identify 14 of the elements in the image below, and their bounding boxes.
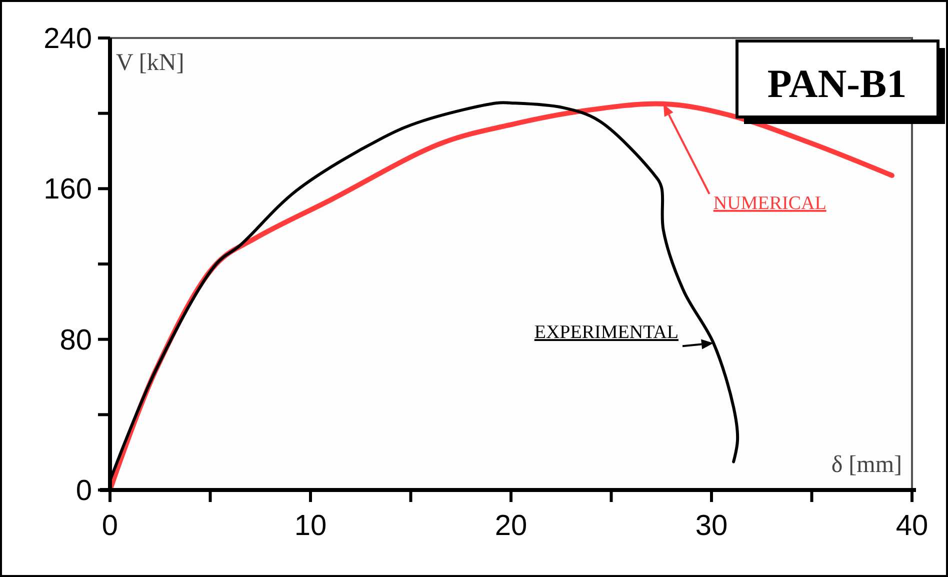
x-tick-label: 40 bbox=[896, 510, 928, 542]
y-tick-label: 240 bbox=[44, 23, 92, 55]
x-tick-label: 0 bbox=[102, 510, 118, 542]
y-tick-label: 0 bbox=[76, 475, 92, 507]
legend-label: EXPERIMENTAL bbox=[534, 322, 679, 344]
x-tick-label: 10 bbox=[294, 510, 327, 542]
y-tick-label: 80 bbox=[60, 324, 92, 356]
x-tick-label: 20 bbox=[494, 510, 528, 542]
y-axis-title: V [kN] bbox=[116, 50, 184, 76]
x-axis-title: δ [mm] bbox=[831, 452, 902, 478]
x-tick-label: 30 bbox=[695, 510, 728, 542]
text: NUMERICAL bbox=[713, 192, 826, 214]
text: PAN-B1 bbox=[767, 61, 907, 106]
y-tick-label: 160 bbox=[44, 174, 92, 206]
